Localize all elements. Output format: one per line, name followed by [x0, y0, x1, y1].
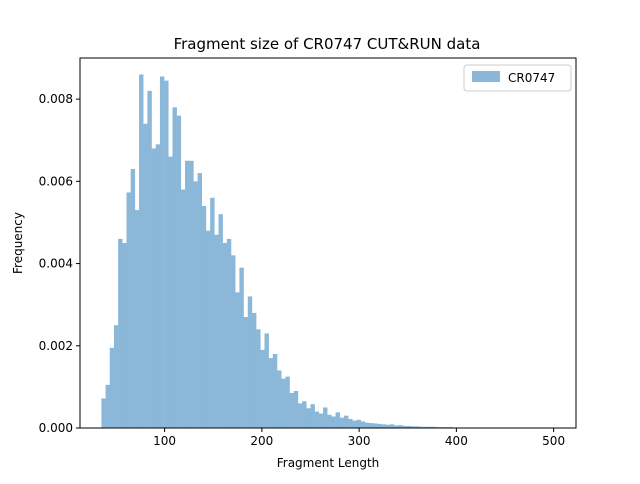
legend-swatch [472, 71, 500, 82]
histogram-bar [164, 81, 168, 428]
histogram-bar [202, 206, 206, 428]
chart-title: Fragment size of CR0747 CUT&RUN data [174, 35, 481, 53]
histogram-bar [135, 210, 139, 428]
legend: CR0747 [464, 65, 571, 91]
y-tick-label: 0.006 [39, 174, 73, 188]
histogram-bar [223, 243, 227, 428]
histogram-bar [377, 424, 381, 428]
histogram-bar [118, 239, 122, 428]
histogram-bar [306, 408, 310, 428]
histogram-bar [214, 235, 218, 428]
y-axis-ticks: 0.000 0.002 0.004 0.006 0.008 [39, 92, 80, 435]
histogram-bar [365, 423, 369, 428]
histogram-bar [156, 144, 160, 428]
x-axis-ticks: 100 200 300 400 500 [153, 428, 565, 448]
histogram-bar [390, 424, 394, 428]
histogram-bar [181, 190, 185, 428]
x-tick-label: 200 [250, 434, 273, 448]
histogram-bar [323, 407, 327, 428]
histogram-bar [269, 358, 273, 428]
histogram-bar [177, 116, 181, 428]
histogram-bar [382, 424, 386, 428]
histogram-bar [110, 348, 114, 428]
histogram-bar [143, 124, 147, 428]
histogram-bar [361, 421, 365, 428]
histogram-bar [152, 148, 156, 428]
y-tick-label: 0.002 [39, 339, 73, 353]
y-tick-label: 0.004 [39, 257, 73, 271]
histogram-bar [352, 421, 356, 428]
histogram-bar [277, 370, 281, 428]
histogram-bar [198, 173, 202, 428]
histogram-bar [189, 161, 193, 428]
histogram-bar [147, 91, 151, 428]
histogram-bar [106, 385, 110, 428]
histogram-bar [131, 169, 135, 428]
histogram-bar [298, 403, 302, 428]
histogram-bar [264, 333, 268, 428]
bars-group [101, 74, 519, 428]
histogram-bar [185, 161, 189, 428]
histogram-bar [331, 416, 335, 428]
x-tick-label: 300 [348, 434, 371, 448]
histogram-bar [273, 354, 277, 428]
histogram-bar [336, 412, 340, 428]
x-tick-label: 400 [445, 434, 468, 448]
y-tick-label: 0.000 [39, 421, 73, 435]
histogram-bar [210, 198, 214, 428]
histogram-bar [126, 192, 130, 428]
histogram-bar [327, 415, 331, 428]
histogram-bar [260, 350, 264, 428]
histogram-bar [218, 214, 222, 428]
histogram-bar [168, 157, 172, 428]
histogram-bar [310, 404, 314, 428]
y-axis-label: Frequency [11, 212, 25, 274]
histogram-bar [285, 377, 289, 428]
histogram-bar [357, 420, 361, 428]
histogram-bar [239, 268, 243, 428]
histogram-bar [139, 74, 143, 428]
histogram-bar [281, 379, 285, 428]
histogram-bar [227, 239, 231, 428]
histogram-bar [244, 317, 248, 428]
histogram-bar [315, 412, 319, 428]
histogram-bar [319, 414, 323, 428]
histogram-bar [344, 416, 348, 428]
histogram-bar [294, 391, 298, 428]
histogram-bar [348, 419, 352, 428]
y-tick-label: 0.008 [39, 92, 73, 106]
histogram-bar [369, 423, 373, 428]
x-axis-label: Fragment Length [277, 456, 380, 470]
histogram-bar [206, 231, 210, 428]
x-tick-label: 500 [542, 434, 565, 448]
histogram-bar [160, 77, 164, 429]
histogram-bar [231, 255, 235, 428]
histogram-bar [172, 107, 176, 428]
histogram-bar [122, 243, 126, 428]
histogram-bar [114, 325, 118, 428]
legend-label: CR0747 [508, 71, 555, 85]
histogram-bar [302, 401, 306, 428]
histogram-bar [235, 292, 239, 428]
histogram-bar [256, 329, 260, 428]
histogram-bar [101, 398, 105, 428]
histogram-bar [252, 313, 256, 428]
histogram-bar [290, 393, 294, 428]
histogram-bar [373, 423, 377, 428]
x-tick-label: 100 [153, 434, 176, 448]
histogram-bar [248, 296, 252, 428]
histogram-bar [340, 418, 344, 428]
histogram-bar [193, 181, 197, 428]
